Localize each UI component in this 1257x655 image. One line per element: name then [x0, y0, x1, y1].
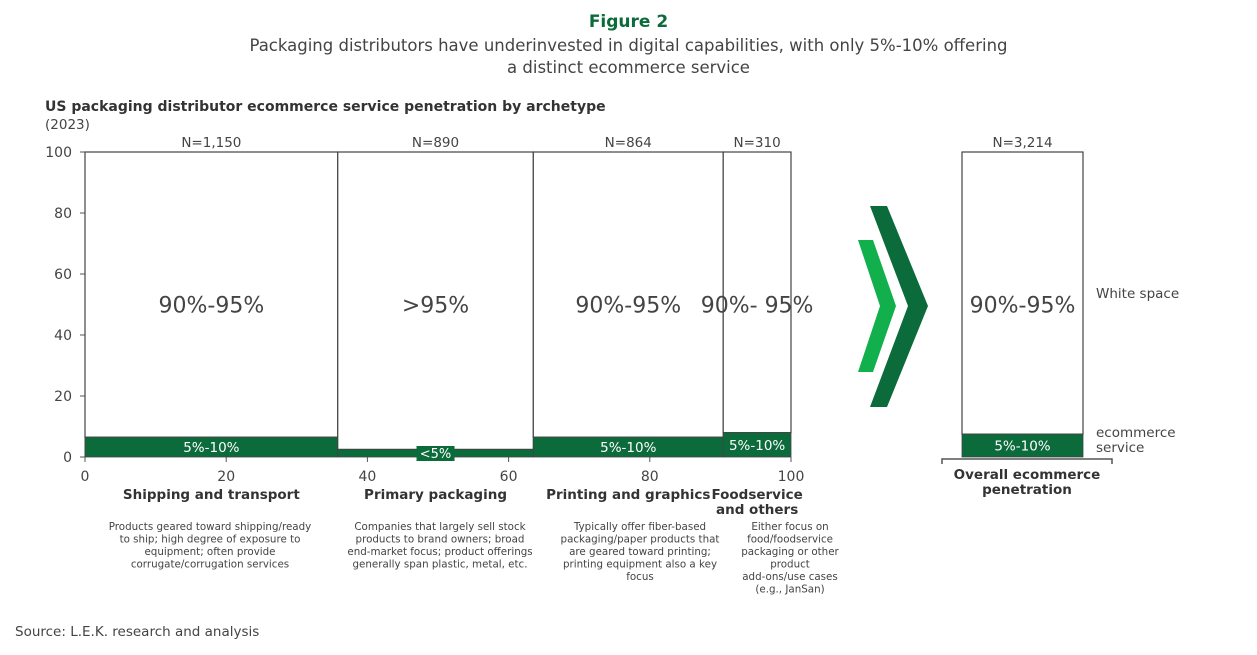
white-space-label: 90%-95%	[575, 294, 681, 319]
white-space-label: 90%- 95%	[701, 294, 814, 319]
n-label: N=864	[605, 135, 652, 151]
source-note: Source: L.E.K. research and analysis	[15, 624, 260, 640]
white-space-bar	[532, 151, 724, 438]
overall-white-space-bar	[961, 151, 1084, 435]
y-tick-label: 40	[54, 328, 72, 344]
category-name: Shipping and transport	[123, 487, 300, 503]
ecommerce-bar	[722, 432, 792, 458]
subtitle-line-2: a distinct ecommerce service	[507, 58, 750, 77]
chart-year: (2023)	[45, 117, 90, 133]
chevron-light-icon	[858, 240, 896, 372]
category-description: Typically offer fiber-based packaging/pap…	[561, 521, 720, 583]
overall-white-space-label: 90%-95%	[970, 294, 1076, 319]
ecommerce-label: <5%	[420, 447, 452, 462]
white-space-bar	[722, 151, 792, 434]
y-tick-label: 20	[54, 389, 72, 405]
overall-ecommerce-bar	[961, 433, 1084, 458]
x-tick-label: 0	[81, 469, 90, 485]
white-space-bar	[84, 151, 339, 438]
category-name: Foodservice and others	[711, 487, 802, 518]
overall-bracket	[941, 458, 1113, 464]
category-name: Printing and graphics	[546, 487, 710, 503]
ecommerce-label: 5%-10%	[183, 440, 239, 456]
overall-n-label: N=3,214	[992, 135, 1052, 151]
white-space-bar	[337, 151, 534, 450]
y-tick-label: 80	[54, 206, 72, 222]
category-description: Companies that largely sell stock product…	[347, 521, 532, 571]
chart-title: US packaging distributor ecommerce servi…	[45, 99, 606, 115]
category-name: Primary packaging	[364, 487, 507, 503]
white-space-label: >95%	[402, 294, 469, 319]
category-description: Either focus on food/foodservice packaging…	[741, 521, 839, 596]
y-tick-label: 100	[45, 145, 72, 161]
ecommerce-label: 5%-10%	[729, 438, 785, 454]
figure-label: Figure 2	[588, 12, 669, 32]
y-tick-label: 60	[54, 267, 72, 283]
x-tick-label: 20	[217, 469, 235, 485]
x-tick-label: 40	[358, 469, 376, 485]
white-space-label: 90%-95%	[158, 294, 264, 319]
x-tick-label: 60	[500, 469, 518, 485]
n-label: N=1,150	[181, 135, 241, 151]
y-tick-label: 0	[63, 450, 72, 466]
ecommerce-label: 5%-10%	[600, 440, 656, 456]
category-description: Products geared toward shipping/ready to …	[109, 521, 312, 571]
subtitle-line-1: Packaging distributors have underinveste…	[249, 36, 1008, 55]
figure-subtitle: Packaging distributors have underinveste…	[150, 35, 1107, 79]
x-tick-label: 80	[641, 469, 659, 485]
n-label: N=310	[734, 135, 781, 151]
legend-ecommerce: ecommerce service	[1096, 425, 1176, 456]
x-tick-label: 100	[778, 469, 805, 485]
legend-white-space: White space	[1096, 286, 1179, 302]
n-label: N=890	[412, 135, 459, 151]
ecommerce-label-box	[416, 446, 455, 461]
chevron-dark-icon	[870, 206, 928, 407]
overall-category-name: Overall ecommerce penetration	[954, 467, 1101, 498]
overall-ecommerce-label: 5%-10%	[994, 439, 1050, 455]
